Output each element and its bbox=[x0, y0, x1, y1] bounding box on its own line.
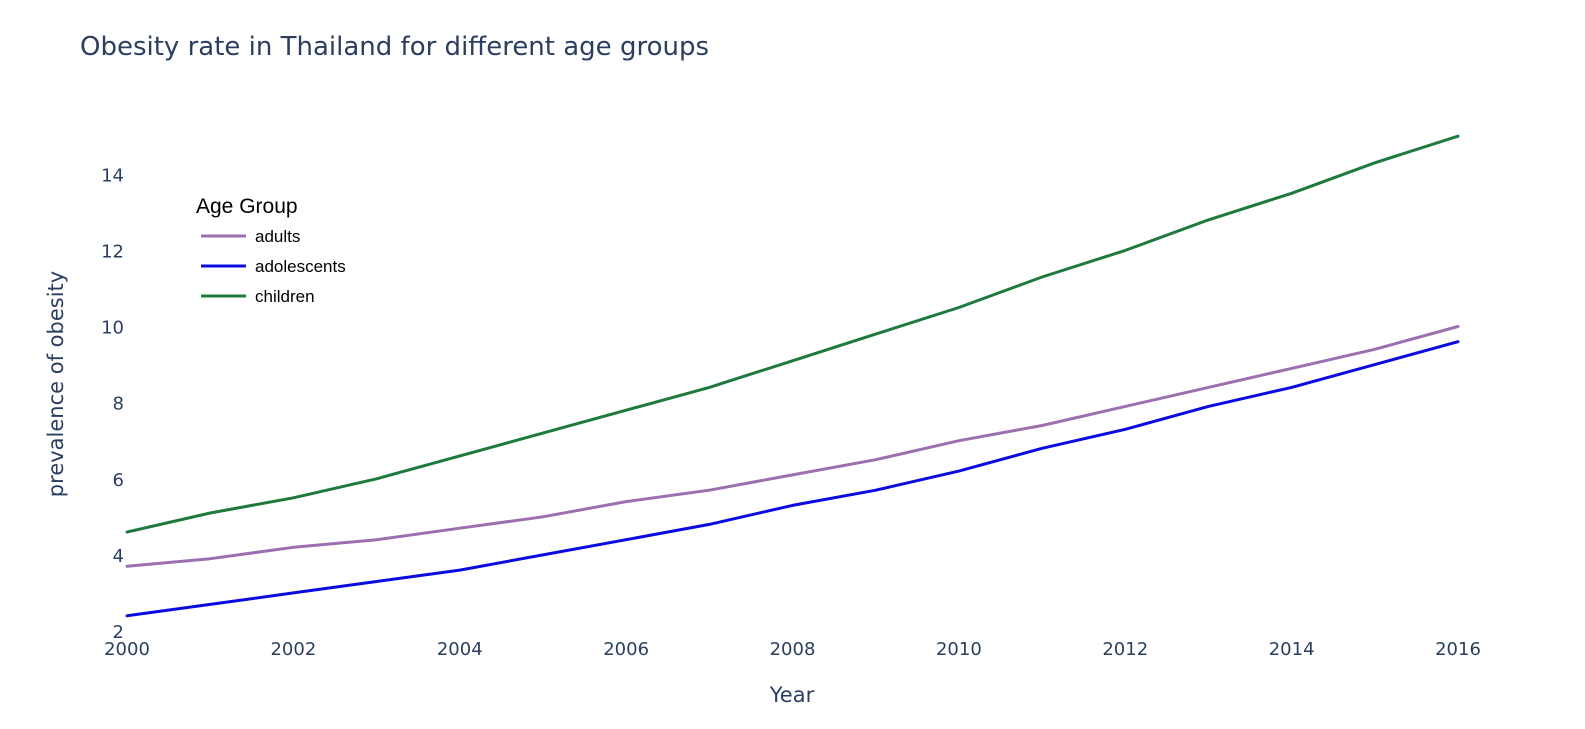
x-tick-label: 2002 bbox=[270, 639, 316, 660]
x-axis-ticks: 2000 2002 2004 2006 2008 2010 2012 2014 2016 bbox=[104, 639, 1481, 660]
series-line-adults bbox=[125, 325, 1460, 568]
y-tick-label: 8 bbox=[113, 394, 124, 415]
x-tick-label: 2016 bbox=[1435, 639, 1481, 660]
y-axis-title: prevalence of obesity bbox=[44, 271, 68, 497]
legend-title: Age Group bbox=[196, 195, 298, 218]
series-line-children bbox=[125, 134, 1460, 534]
series-lines bbox=[125, 134, 1460, 618]
x-tick-label: 2010 bbox=[936, 639, 982, 660]
legend: Age Group adults adolescents children bbox=[196, 195, 346, 306]
y-tick-label: 2 bbox=[113, 622, 124, 643]
legend-items: adults adolescents children bbox=[201, 227, 346, 306]
x-tick-label: 2014 bbox=[1269, 639, 1315, 660]
y-tick-label: 14 bbox=[101, 165, 124, 186]
x-tick-label: 2000 bbox=[104, 639, 150, 660]
legend-label-adults: adults bbox=[255, 227, 300, 246]
chart-title: Obesity rate in Thailand for different a… bbox=[80, 32, 709, 62]
legend-label-children: children bbox=[255, 287, 315, 306]
x-tick-label: 2004 bbox=[437, 639, 483, 660]
x-tick-label: 2006 bbox=[603, 639, 649, 660]
x-tick-label: 2008 bbox=[770, 639, 816, 660]
x-tick-label: 2012 bbox=[1102, 639, 1148, 660]
y-tick-label: 4 bbox=[113, 546, 124, 567]
series-line-adolescents bbox=[125, 340, 1460, 618]
legend-label-adolescents: adolescents bbox=[255, 257, 346, 276]
y-tick-label: 12 bbox=[101, 241, 124, 262]
y-tick-label: 10 bbox=[101, 318, 124, 339]
y-tick-label: 6 bbox=[113, 470, 124, 491]
y-axis-ticks: 2 4 6 8 10 12 14 bbox=[101, 165, 124, 643]
x-axis-title: Year bbox=[769, 683, 815, 707]
